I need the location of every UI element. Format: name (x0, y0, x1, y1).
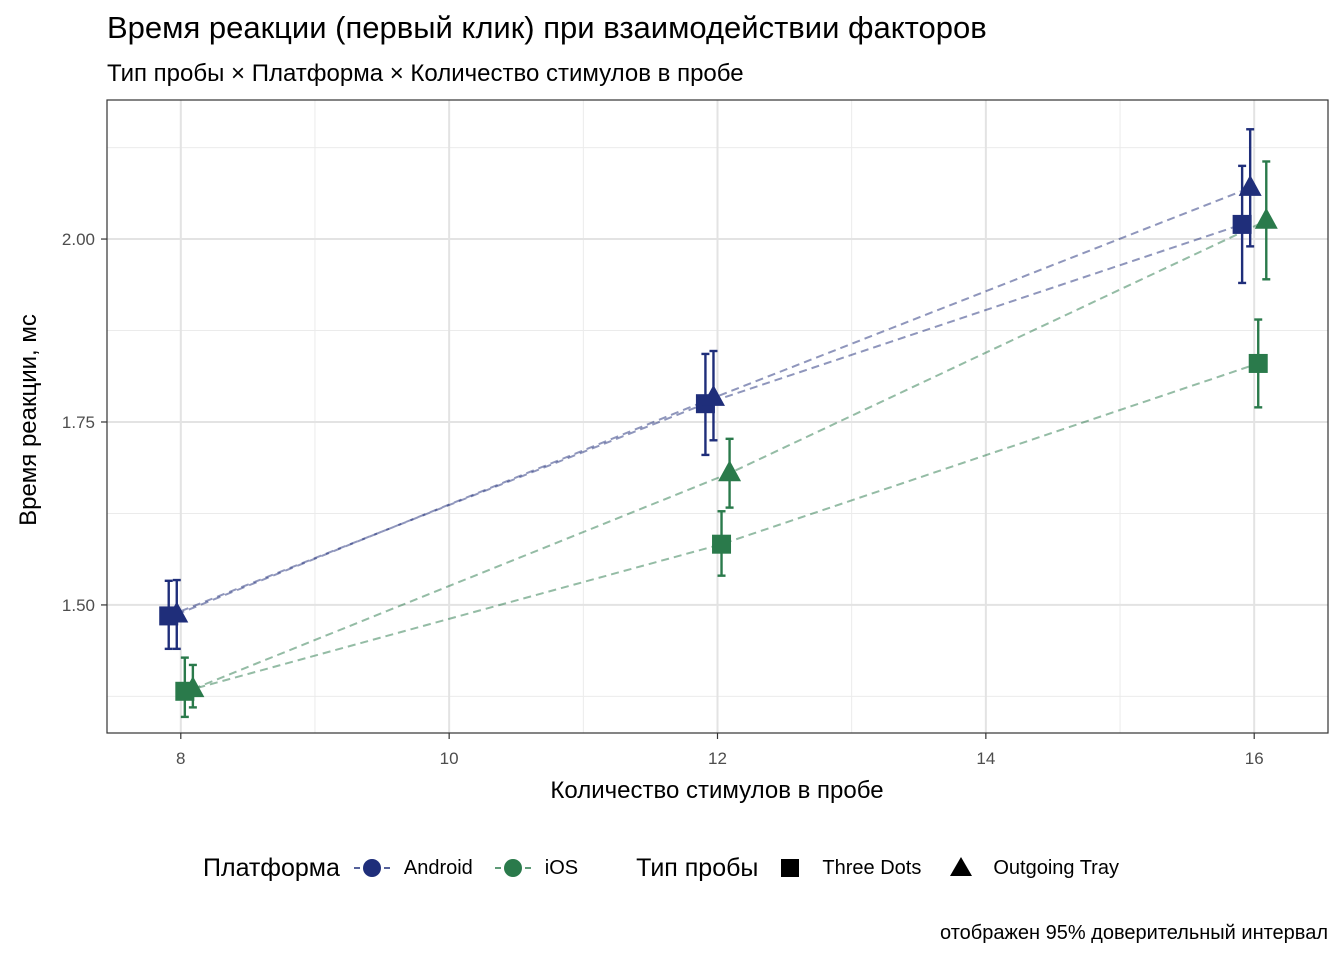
series-line (184, 362, 1259, 693)
data-point-square (712, 534, 732, 554)
data-point-square (1232, 214, 1252, 234)
legend-item-android: Android (353, 850, 473, 886)
data-point-triangle (701, 384, 725, 406)
x-tick-label: 12 (708, 749, 727, 768)
y-axis-title: Время реакции, мс (15, 314, 42, 526)
x-tick-label: 8 (176, 749, 185, 768)
legend-item-ios: iOS (494, 850, 579, 886)
ios-key-icon (494, 859, 531, 877)
legend-three-dots-label: Three Dots (822, 856, 922, 879)
data-point-triangle (1238, 174, 1262, 196)
square-icon (781, 859, 800, 877)
x-axis-title: Количество стимулов в пробе (550, 777, 883, 804)
x-tick-label: 16 (1245, 749, 1264, 768)
chart-subtitle: Тип пробы × Платформа × Количество стиму… (107, 60, 744, 87)
chart-caption: отображен 95% доверительный интервал (940, 922, 1328, 944)
legend: Платформа Android iOS Тип пробы Three Do… (0, 850, 1344, 886)
data-point-triangle (1254, 207, 1278, 229)
android-key-icon (353, 859, 390, 877)
legend-item-outgoing-tray: Outgoing Tray (943, 850, 1119, 886)
legend-item-three-dots: Three Dots (772, 850, 921, 886)
legend-platform-title: Платформа (203, 853, 340, 882)
y-tick-label: 1.50 (62, 596, 95, 615)
legend-probe-title: Тип пробы (636, 853, 759, 882)
data-point-triangle (165, 601, 189, 623)
data-point-triangle (181, 676, 205, 698)
x-tick-label: 14 (976, 749, 995, 768)
legend-outgoing-tray-label: Outgoing Tray (993, 856, 1119, 879)
x-tick-label: 10 (440, 749, 459, 768)
y-tick-label: 1.75 (62, 413, 95, 432)
y-tick-label: 2.00 (62, 230, 95, 249)
legend-ios-label: iOS (544, 856, 579, 879)
data-point-triangle (718, 460, 742, 482)
legend-android-label: Android (403, 856, 473, 879)
triangle-icon (950, 857, 973, 876)
chart-title: Время реакции (первый клик) при взаимоде… (107, 10, 987, 45)
data-point-square (1248, 353, 1268, 373)
